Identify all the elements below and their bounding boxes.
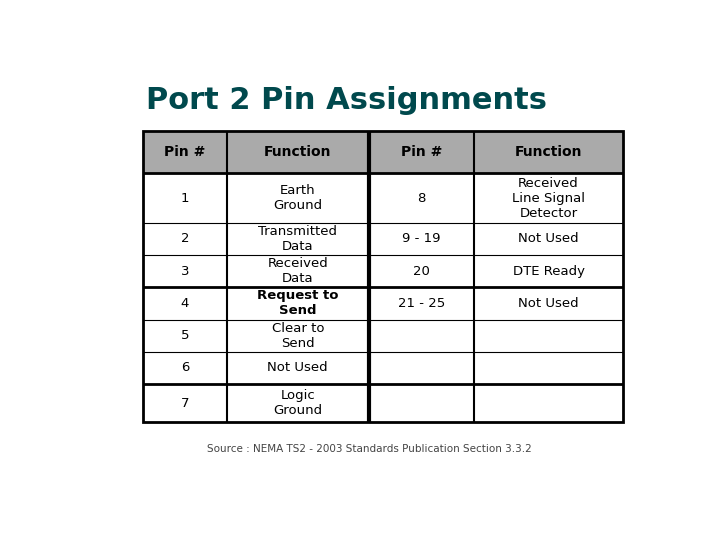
- Bar: [227, 173, 369, 223]
- Bar: [143, 352, 227, 384]
- Bar: [143, 384, 227, 422]
- Text: Not Used: Not Used: [518, 297, 579, 310]
- Text: Clear to
Send: Clear to Send: [271, 322, 324, 349]
- Text: Not Used: Not Used: [267, 361, 328, 374]
- Text: Function: Function: [264, 145, 331, 159]
- Text: Received
Data: Received Data: [267, 257, 328, 285]
- Bar: [227, 384, 369, 422]
- Bar: [143, 131, 227, 173]
- Bar: [474, 255, 623, 287]
- Bar: [227, 223, 369, 255]
- Text: Port 2 Pin Assignments: Port 2 Pin Assignments: [146, 86, 547, 114]
- Bar: [369, 287, 474, 320]
- Bar: [143, 255, 227, 287]
- Bar: [143, 223, 227, 255]
- Bar: [474, 131, 623, 173]
- Bar: [143, 320, 227, 352]
- Bar: [369, 320, 474, 352]
- Bar: [474, 287, 623, 320]
- Text: Source : NEMA TS2 - 2003 Standards Publication Section 3.3.2: Source : NEMA TS2 - 2003 Standards Publi…: [207, 444, 531, 455]
- Bar: [474, 173, 623, 223]
- Text: 9 - 19: 9 - 19: [402, 232, 441, 246]
- Text: Logic
Ground: Logic Ground: [273, 389, 323, 417]
- Text: Not Used: Not Used: [518, 232, 579, 246]
- Text: Received
Line Signal
Detector: Received Line Signal Detector: [512, 177, 585, 220]
- Bar: [227, 255, 369, 287]
- Text: 5: 5: [181, 329, 189, 342]
- Bar: [227, 352, 369, 384]
- Text: 2: 2: [181, 232, 189, 246]
- Bar: [474, 352, 623, 384]
- Bar: [227, 131, 369, 173]
- Text: 3: 3: [181, 265, 189, 278]
- Text: DTE Ready: DTE Ready: [513, 265, 585, 278]
- Text: 6: 6: [181, 361, 189, 374]
- Bar: [369, 352, 474, 384]
- Bar: [474, 223, 623, 255]
- Text: 21 - 25: 21 - 25: [397, 297, 445, 310]
- Text: 8: 8: [417, 192, 426, 205]
- Text: 20: 20: [413, 265, 430, 278]
- Bar: [369, 384, 474, 422]
- Bar: [143, 131, 623, 422]
- Text: Pin #: Pin #: [400, 145, 442, 159]
- Bar: [369, 223, 474, 255]
- Text: Request to
Send: Request to Send: [257, 289, 338, 318]
- Text: 1: 1: [181, 192, 189, 205]
- Bar: [369, 255, 474, 287]
- Bar: [369, 173, 474, 223]
- Text: Function: Function: [515, 145, 582, 159]
- Text: 4: 4: [181, 297, 189, 310]
- Bar: [474, 320, 623, 352]
- Bar: [474, 384, 623, 422]
- Bar: [227, 320, 369, 352]
- Text: 7: 7: [181, 397, 189, 410]
- Text: Earth
Ground: Earth Ground: [273, 184, 323, 212]
- Bar: [227, 287, 369, 320]
- Text: Pin #: Pin #: [164, 145, 206, 159]
- Bar: [143, 173, 227, 223]
- Bar: [369, 131, 474, 173]
- Bar: [143, 287, 227, 320]
- Text: Transmitted
Data: Transmitted Data: [258, 225, 337, 253]
